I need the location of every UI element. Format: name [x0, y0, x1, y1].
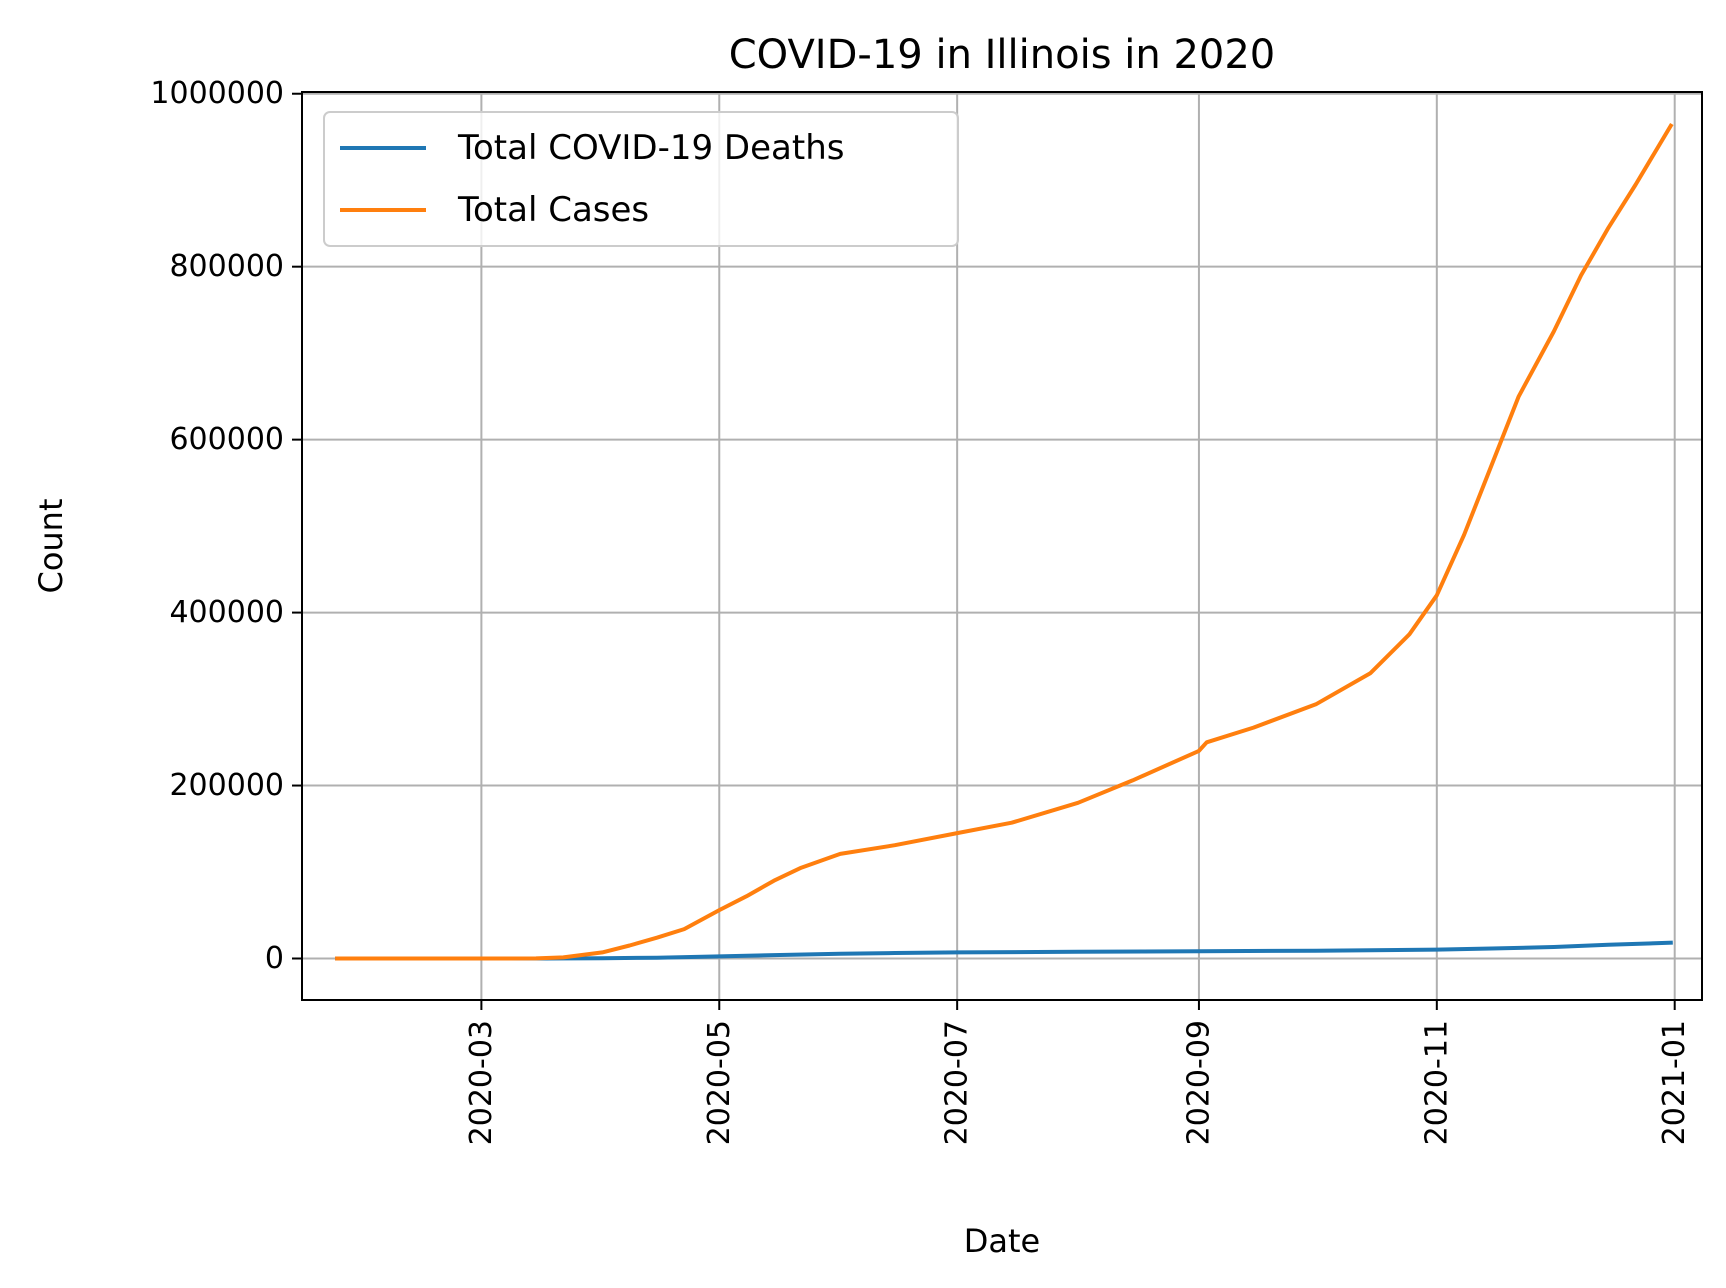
y-tick-label: 200000 — [169, 768, 284, 803]
chart-title: COVID-19 in Illinois in 2020 — [729, 32, 1276, 78]
y-axis-label: Count — [32, 498, 70, 593]
y-tick-label: 600000 — [169, 422, 284, 457]
y-tick-label: 400000 — [169, 595, 284, 630]
y-tick-label: 0 — [265, 941, 284, 976]
x-tick-label: 2020-07 — [940, 1020, 975, 1145]
series-lines — [335, 122, 1674, 961]
y-tick-label: 800000 — [169, 249, 284, 284]
legend-label-deaths: Total COVID-19 Deaths — [457, 128, 844, 168]
x-axis-ticks: 2020-03 2020-05 2020-07 2020-09 2020-11 2021-… — [464, 1000, 1692, 1145]
x-tick-label: 2020-05 — [702, 1020, 737, 1145]
y-tick-label: 1000000 — [150, 76, 284, 111]
legend: Total COVID-19 Deaths Total Cases — [323, 111, 959, 247]
legend-box — [323, 111, 959, 247]
x-tick-label: 2020-03 — [464, 1020, 499, 1145]
legend-label-cases: Total Cases — [457, 190, 649, 230]
x-tick-label: 2021-01 — [1657, 1020, 1692, 1145]
y-axis-ticks: 0 200000 400000 600000 800000 1000000 — [150, 76, 302, 976]
x-tick-label: 2020-11 — [1419, 1020, 1454, 1145]
x-axis-label: Date — [964, 1222, 1040, 1260]
series-line-deaths — [335, 940, 1673, 961]
plot-frame — [301, 91, 1703, 1001]
series-line-cases — [335, 122, 1674, 961]
x-tick-label: 2020-09 — [1181, 1020, 1216, 1145]
